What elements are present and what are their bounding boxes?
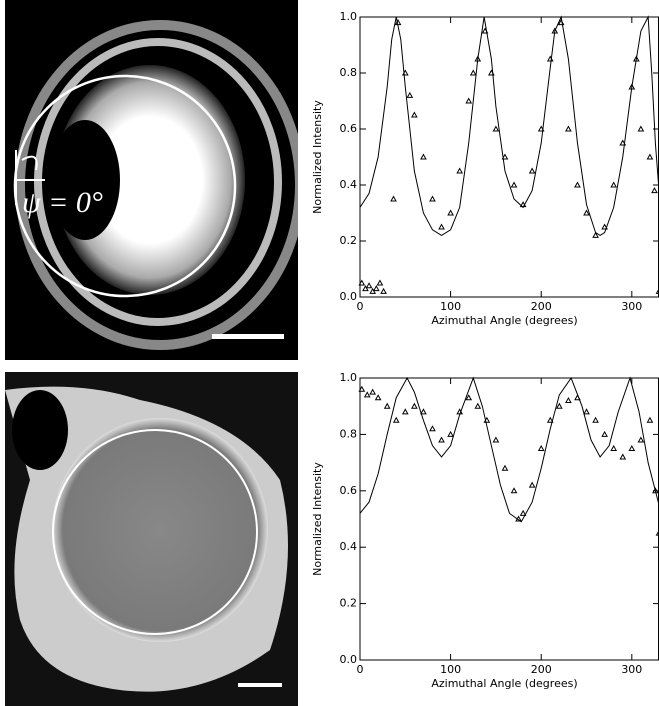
data-point: [619, 453, 627, 460]
data-point: [411, 111, 418, 118]
y-tick-label: 0.2: [340, 597, 358, 610]
data-point: [372, 285, 380, 292]
y-tick-label: 0.4: [340, 178, 358, 191]
x-tick-label: 200: [531, 300, 552, 313]
data-point: [528, 167, 536, 174]
data-point: [546, 416, 554, 423]
data-point: [651, 187, 658, 194]
data-point: [628, 444, 636, 451]
data-point: [429, 425, 436, 432]
y-tick-label: 0.2: [340, 234, 358, 247]
y-tick-label: 1.0: [340, 371, 358, 384]
data-point: [363, 391, 371, 398]
data-point: [365, 282, 373, 289]
data-point: [465, 97, 473, 104]
bottom-image: [5, 372, 298, 706]
data-point: [358, 385, 366, 392]
plot: 0.0 0.2 0.4 0.6 0.8 1.0 0 100 200 300 Azimuthal An…: [311, 371, 659, 690]
data-point: [465, 394, 473, 401]
data-point: [555, 402, 563, 409]
data-point: [469, 69, 477, 76]
data-point: [438, 223, 445, 230]
data-point: [383, 402, 391, 409]
data-point: [592, 231, 599, 238]
y-tick-label: 0.6: [340, 122, 358, 135]
data-point: [646, 416, 654, 423]
data-point: [492, 125, 500, 132]
model-curve: [359, 15, 659, 236]
data-point: [420, 408, 427, 415]
data-point: [565, 125, 572, 132]
x-axis-title: Azimuthal Angle (degrees): [431, 314, 577, 327]
data-point: [447, 209, 454, 216]
data-point: [510, 181, 518, 188]
data-point: [376, 279, 384, 286]
y-tick-label: 0.8: [340, 66, 358, 79]
x-tick-label: 0: [357, 300, 364, 313]
data-point: [369, 388, 377, 395]
data-point: [601, 430, 608, 437]
x-tick-label: 0: [357, 663, 364, 676]
x-tick-label: 100: [440, 300, 461, 313]
data-point: [592, 416, 599, 423]
data-point: [565, 397, 572, 404]
data-point: [537, 444, 545, 451]
y-tick-label: 0.8: [340, 427, 358, 440]
model-curve: [359, 376, 659, 523]
data-point: [429, 195, 436, 202]
data-point: [610, 444, 618, 451]
angle-label: ψ = 0°: [22, 186, 103, 219]
plot-frame: [359, 16, 659, 298]
x-tick-label: 100: [440, 663, 461, 676]
data-point: [406, 91, 414, 98]
data-point: [411, 402, 418, 409]
data-point: [438, 436, 445, 443]
data-point: [601, 223, 608, 230]
y-tick-label: 0.0: [340, 290, 358, 303]
data-point: [380, 287, 387, 294]
data-point: [637, 436, 645, 443]
data-point: [610, 181, 618, 188]
data-point: [646, 153, 654, 160]
data-point: [390, 195, 397, 202]
data-point: [374, 394, 382, 401]
data-point: [574, 181, 581, 188]
data-point: [583, 408, 590, 415]
data-point: [474, 402, 482, 409]
data-point: [655, 287, 659, 294]
x-tick-label: 300: [621, 663, 642, 676]
data-point: [501, 153, 509, 160]
data-point: [369, 287, 377, 294]
data-point: [456, 167, 464, 174]
data-point: [637, 125, 645, 132]
data-point: [492, 436, 500, 443]
data-point: [619, 139, 627, 146]
data-point: [510, 487, 518, 494]
data-point: [392, 416, 400, 423]
data-point: [501, 464, 509, 471]
plot-frame: [359, 377, 659, 661]
plot: 0.0 0.2 0.4 0.6 0.8 1.0 0 100 200 300 Azimuthal An…: [311, 10, 659, 327]
data-point: [528, 481, 536, 488]
x-tick-label: 300: [621, 300, 642, 313]
data-point: [655, 529, 659, 536]
top-image: ψ = 0°: [5, 0, 298, 360]
y-tick-label: 1.0: [340, 10, 358, 23]
data-point: [362, 285, 369, 292]
y-axis-title: Normalized Intensity: [311, 462, 324, 576]
data-point: [358, 279, 366, 286]
data-point: [401, 408, 409, 415]
y-tick-label: 0.0: [340, 653, 358, 666]
data-point: [519, 509, 527, 516]
y-tick-label: 0.4: [340, 540, 358, 553]
data-point: [583, 209, 590, 216]
data-point: [447, 430, 454, 437]
x-axis-title: Azimuthal Angle (degrees): [431, 677, 577, 690]
x-tick-label: 200: [531, 663, 552, 676]
y-axis-title: Normalized Intensity: [311, 100, 324, 214]
y-tick-label: 0.6: [340, 484, 358, 497]
data-point: [420, 153, 427, 160]
